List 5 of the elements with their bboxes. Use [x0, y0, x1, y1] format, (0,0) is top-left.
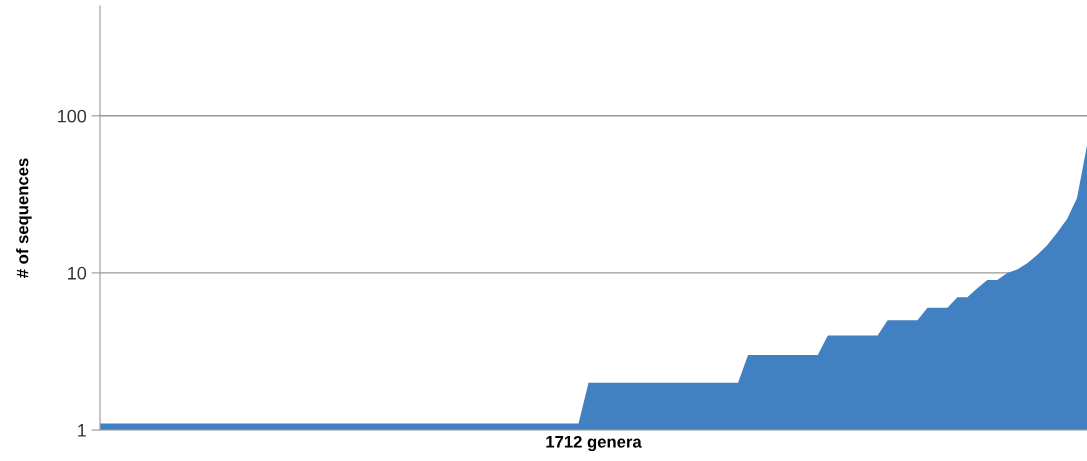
y-tick-label: 100 [58, 109, 87, 123]
y-tick-label: 10 [68, 266, 87, 280]
x-axis-title: 1712 genera [546, 435, 642, 452]
y-tick-label: 1 [78, 424, 86, 437]
y-axis-title: # of sequences [16, 158, 32, 278]
